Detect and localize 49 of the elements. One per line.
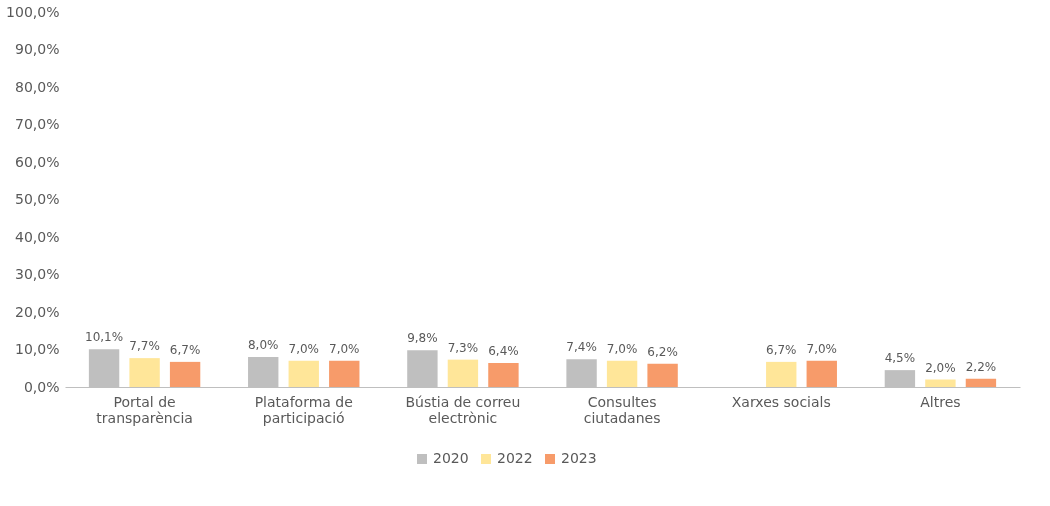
- bar: [647, 363, 678, 387]
- bar: [447, 359, 479, 387]
- bar: [766, 361, 797, 387]
- data-label: 7,0%: [288, 341, 319, 356]
- bar: [925, 379, 956, 387]
- y-tick-label: 20,0%: [15, 303, 60, 320]
- bar: [288, 360, 319, 387]
- data-label: 6,7%: [169, 342, 201, 357]
- bar: [806, 360, 837, 387]
- y-tick-label: 70,0%: [15, 116, 60, 132]
- data-label: 2,2%: [965, 359, 997, 374]
- legend-label: 2022: [497, 450, 533, 466]
- bar: [488, 363, 519, 387]
- bar: [169, 361, 201, 387]
- legend-label: 2020: [433, 450, 469, 466]
- y-tick-label: 40,0%: [15, 228, 60, 245]
- data-label: 8,0%: [247, 338, 279, 352]
- y-tick-label: 10,0%: [15, 341, 60, 357]
- y-tick-label: 100,0%: [6, 3, 60, 20]
- data-label: 7,0%: [606, 341, 638, 356]
- bar: [965, 378, 997, 387]
- data-label: 7,7%: [129, 339, 160, 354]
- bar: [606, 360, 638, 387]
- x-tick-label: Bústia de correu electrònic: [405, 393, 521, 426]
- data-label: 7,4%: [566, 340, 597, 355]
- data-label: 10,1%: [85, 330, 124, 345]
- data-label: 9,8%: [407, 331, 438, 346]
- y-tick-label: 80,0%: [15, 78, 60, 95]
- data-label: 7,0%: [329, 341, 360, 356]
- data-label: 2,0%: [925, 360, 956, 375]
- x-tick-label: Portal de transparència: [96, 393, 193, 426]
- data-label: 6,2%: [647, 344, 678, 359]
- x-tick-label: Consultes ciutadanes: [583, 393, 661, 426]
- y-tick-label: 30,0%: [15, 266, 60, 282]
- y-tick-label: 90,0%: [15, 41, 60, 57]
- x-tick-label: Plataforma de participació: [254, 393, 353, 426]
- data-label: 7,0%: [806, 341, 838, 356]
- bar: [329, 360, 360, 387]
- y-tick-label: 60,0%: [15, 153, 60, 170]
- data-label: 7,3%: [447, 340, 479, 355]
- y-tick-label: 50,0%: [15, 191, 60, 207]
- y-tick-label: 0,0%: [23, 378, 60, 395]
- legend-label: 2023: [561, 450, 597, 466]
- x-tick-label: Xarxes socials: [731, 393, 831, 410]
- data-label: 6,4%: [488, 344, 519, 358]
- bar: [129, 358, 160, 387]
- data-label: 4,5%: [884, 351, 916, 366]
- x-tick-label: Altres: [920, 393, 961, 410]
- data-label: 6,7%: [766, 342, 797, 357]
